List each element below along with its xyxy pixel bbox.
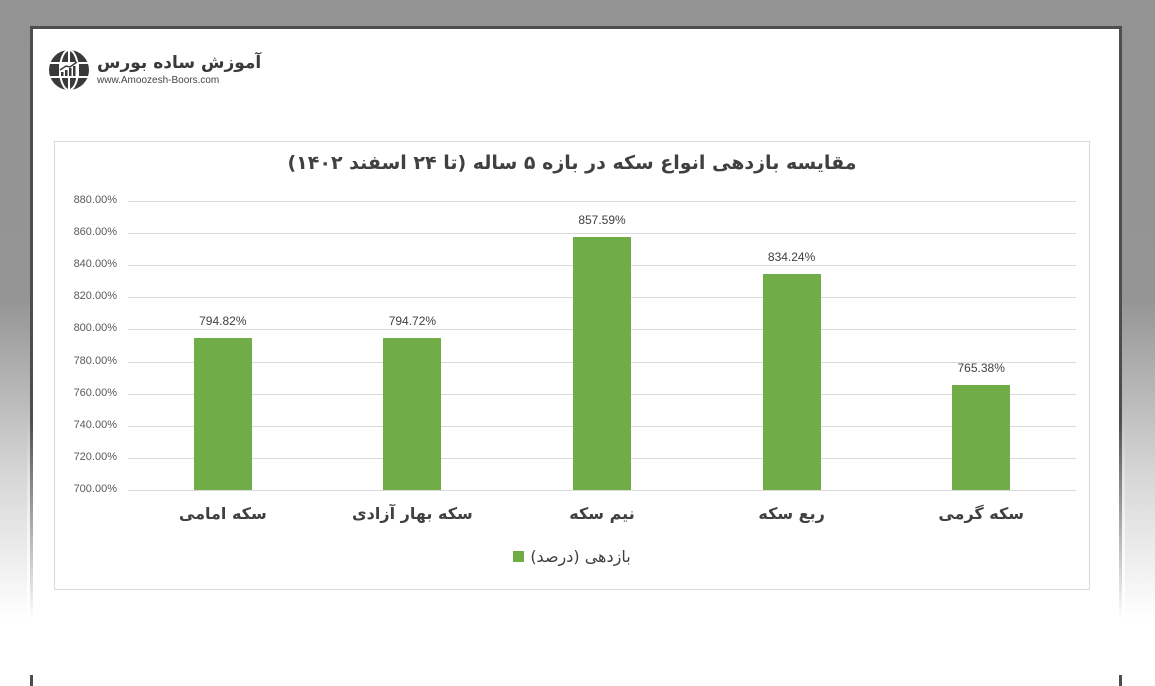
- legend: بازدهی (درصد): [55, 547, 1089, 566]
- y-tick-label: 820.00%: [73, 290, 117, 303]
- x-category-label: ربع سکه: [758, 504, 825, 523]
- y-tick-label: 800.00%: [73, 322, 117, 335]
- gridline: [128, 233, 1076, 235]
- bar: [762, 274, 821, 490]
- y-tick-label: 880.00%: [73, 194, 117, 206]
- y-tick-label: 840.00%: [73, 258, 117, 271]
- brand-url: www.Amoozesh-Boors.com: [97, 75, 220, 86]
- y-tick-label: 720.00%: [73, 450, 117, 463]
- globe-chart-icon: [49, 49, 89, 91]
- x-category-label: سکه بهار آزادی: [352, 504, 473, 523]
- data-label: 765.38%: [957, 361, 1005, 376]
- y-tick-label: 700.00%: [73, 483, 117, 495]
- x-category-label: سکه امامی: [178, 504, 267, 523]
- gridline: [128, 490, 1076, 491]
- y-tick-label: 760.00%: [73, 386, 117, 399]
- plot-area: 880.00% 860.00% 840.00% 820.00% 800.00% 780.0…: [55, 142, 1089, 589]
- x-category-label: سکه گرمی: [938, 504, 1025, 523]
- brand-logo: آموزش ساده بورس www.Amoozesh-Boors.com: [47, 48, 261, 92]
- y-tick-label: 740.00%: [73, 418, 117, 431]
- chart-title: مقایسه بازدهی انواع سکه در بازه ۵ ساله (…: [287, 152, 857, 174]
- gridline: [128, 201, 1076, 202]
- y-tick-label: 860.00%: [73, 226, 117, 239]
- brand-name: آموزش ساده بورس: [97, 53, 262, 73]
- data-label: 857.59%: [578, 212, 626, 227]
- y-tick-label: 780.00%: [73, 354, 117, 367]
- bar: [952, 385, 1011, 490]
- data-label: 794.72%: [388, 313, 437, 328]
- data-label: 794.82%: [199, 313, 247, 328]
- bar: [193, 337, 252, 490]
- bar: [573, 236, 631, 490]
- bar: [383, 337, 442, 490]
- legend-swatch-icon: [513, 551, 525, 562]
- data-label: 834.24%: [767, 250, 816, 265]
- x-category-label: نیم سکه: [569, 504, 635, 523]
- legend-label: بازدهی (درصد): [530, 547, 631, 566]
- chart-container: مقایسه بازدهی انواع سکه در بازه ۵ ساله (…: [54, 141, 1090, 590]
